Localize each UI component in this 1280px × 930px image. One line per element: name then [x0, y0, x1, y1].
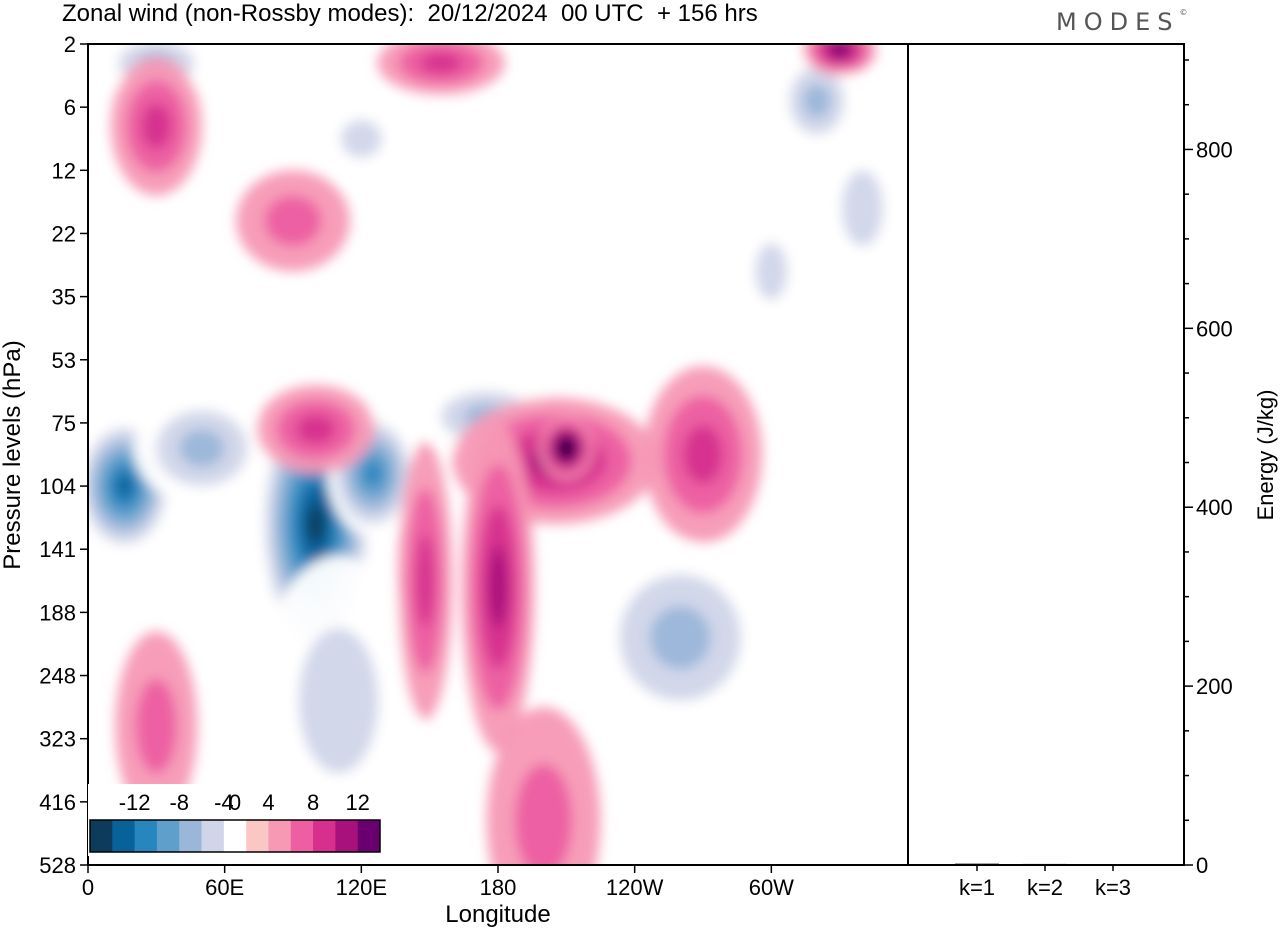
- x-tick-label: 60E: [205, 875, 244, 900]
- colorbar-swatch: [201, 820, 225, 852]
- heatmap-region-18-level-2: [683, 425, 723, 484]
- heatmap-region-0-level-5: [116, 474, 133, 498]
- bar-category-label: k=1: [959, 875, 995, 900]
- heatmap-region-10-level-1: [755, 242, 788, 300]
- colorbar-label: -8: [169, 790, 189, 815]
- colorbar-swatch: [268, 820, 292, 852]
- x-tick-label: 120W: [606, 875, 664, 900]
- y-tick-label: 6: [64, 95, 76, 120]
- x-tick-label: 180: [480, 875, 517, 900]
- colorbar-swatch: [313, 820, 336, 852]
- x-tick-label: 120E: [336, 875, 387, 900]
- energy-bar-k=3: [1091, 864, 1135, 866]
- energy-tick-label: 0: [1196, 853, 1208, 878]
- colorbar-swatch: [223, 820, 247, 852]
- colorbar: -12 -8 -40 4 8 12: [88, 784, 384, 856]
- heatmap-field: [88, 44, 904, 865]
- heatmap-region-2-level-6: [307, 504, 325, 544]
- energy-axis-label: Energy (J/kg): [1253, 390, 1278, 521]
- logo-mark: ©: [1179, 8, 1188, 17]
- colorbar-swatch: [112, 820, 136, 852]
- heatmap-region-22-level-1: [264, 195, 322, 247]
- y-tick-label: 104: [39, 474, 76, 499]
- heatmap-region-1-level-2: [179, 429, 225, 468]
- colorbar-label: 4: [262, 790, 274, 815]
- y-axis-label: Pressure levels (hPa): [0, 340, 26, 569]
- colorbar-swatch: [90, 820, 113, 852]
- colorbar-swatch: [134, 820, 158, 852]
- heatmap-region-23-level-1: [135, 678, 177, 774]
- heatmap-region-19-level-2: [141, 102, 172, 150]
- y-tick-label: 22: [52, 221, 76, 246]
- colorbar-label: 0: [229, 790, 241, 815]
- heatmap-region-9-level-1: [841, 170, 883, 247]
- y-tick-label: 12: [52, 158, 76, 183]
- bar-category-label: k=2: [1027, 875, 1063, 900]
- heatmap-region-5-level-2: [649, 606, 711, 670]
- heatmap-region-6-level-1: [298, 628, 379, 774]
- colorbar-label: -12: [119, 790, 151, 815]
- logo-text: MODES: [1056, 8, 1180, 36]
- colorbar-swatch: [290, 820, 314, 852]
- heatmap-region-16-level-2: [296, 414, 336, 444]
- y-tick-label: 35: [52, 285, 76, 310]
- chart-title: Zonal wind (non-Rossby modes): 20/12/202…: [62, 0, 758, 27]
- modes-logo: MODES©: [1056, 8, 1187, 36]
- colorbar-label: 8: [307, 790, 319, 815]
- heatmap-region-13-level-6: [562, 443, 571, 453]
- heatmap-region-3-level-4: [363, 460, 382, 487]
- y-tick-label: 2: [64, 32, 76, 57]
- y-tick-label: 188: [39, 600, 76, 625]
- heatmap-region-8-level-2: [803, 83, 831, 118]
- y-tick-label: 528: [39, 853, 76, 878]
- heatmap-region-14-level-3: [488, 546, 508, 629]
- heatmap-region-20-level-2: [419, 52, 463, 74]
- y-tick-label: 416: [39, 790, 76, 815]
- colorbar-swatch: [179, 820, 203, 852]
- y-axis: 2 6 12 22 35 53 75 104 141 188 248 323 416 528: [39, 32, 88, 878]
- y-tick-label: 248: [39, 664, 76, 689]
- y-tick-label: 53: [52, 348, 76, 373]
- energy-tick-label: 400: [1196, 495, 1233, 520]
- colorbar-swatch: [335, 820, 359, 852]
- bar-category-label: k=3: [1095, 875, 1131, 900]
- energy-axis: 0 200 400 600 800: [1184, 59, 1233, 878]
- energy-tick-label: 200: [1196, 674, 1233, 699]
- colorbar-swatch: [156, 820, 180, 852]
- y-tick-label: 323: [39, 727, 76, 752]
- x-tick-label: 60W: [749, 875, 794, 900]
- energy-tick-label: 600: [1196, 316, 1233, 341]
- energy-bars: k=1 k=2 k=3: [955, 863, 1135, 900]
- heatmap-region-21-level-4: [832, 45, 847, 56]
- energy-panel-frame: [907, 43, 1185, 866]
- x-axis-label: Longitude: [445, 901, 550, 928]
- colorbar-swatch: [357, 820, 381, 852]
- heatmap-region-15-level-2: [416, 534, 435, 628]
- energy-bar-k=2: [1023, 863, 1067, 866]
- energy-bar-k=1: [955, 863, 999, 866]
- energy-tick-label: 800: [1196, 137, 1233, 162]
- colorbar-label: -4: [214, 790, 234, 815]
- x-tick-label: 0: [82, 875, 94, 900]
- y-tick-label: 141: [39, 537, 76, 562]
- heatmap-region-17-level-1: [515, 763, 573, 865]
- colorbar-label: 12: [345, 790, 369, 815]
- colorbar-frame: [89, 819, 381, 853]
- x-axis: 0 60E 120E 180 120W 60W: [82, 865, 794, 900]
- heatmap-region-11-level-1: [340, 119, 382, 158]
- colorbar-swatch: [246, 820, 269, 852]
- y-tick-label: 75: [52, 411, 76, 436]
